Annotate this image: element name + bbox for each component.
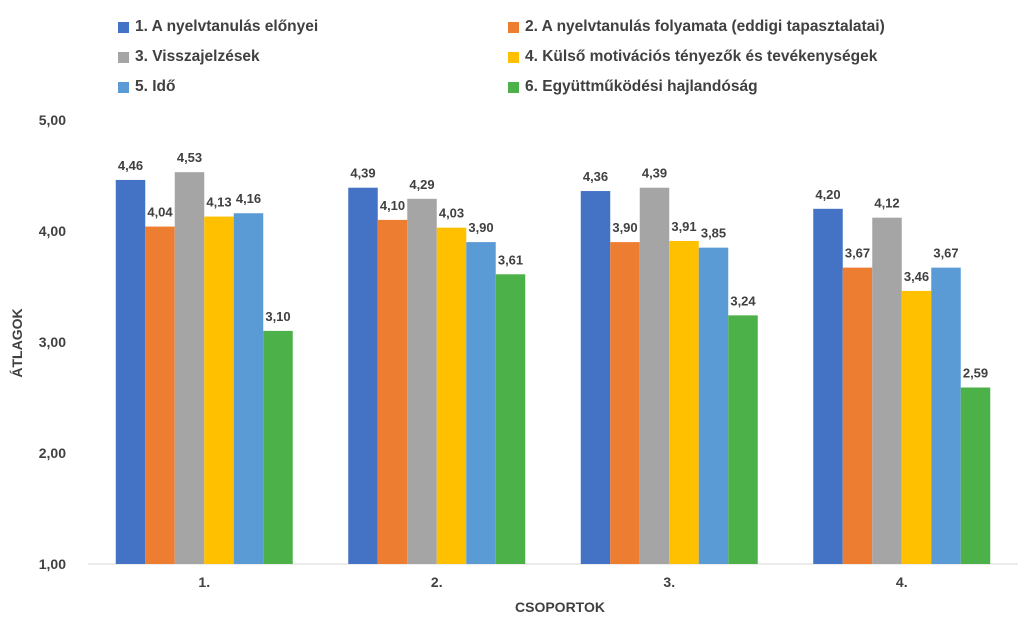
data-label: 4,20 — [815, 187, 840, 202]
bar — [233, 213, 264, 565]
data-label: 4,04 — [147, 205, 173, 220]
data-label: 3,91 — [671, 219, 696, 234]
y-axis-title: ÁTLAGOK — [9, 308, 25, 377]
data-label: 4,03 — [439, 206, 464, 221]
bar — [495, 274, 526, 564]
legend-label: 6. Együttműködési hajlandóság — [525, 78, 758, 95]
bar — [842, 267, 873, 564]
y-tick-label: 4,00 — [39, 223, 66, 239]
data-label: 4,29 — [409, 177, 434, 192]
bar — [931, 267, 961, 564]
data-label: 4,53 — [177, 150, 202, 165]
legend-swatch — [118, 51, 129, 63]
legend-label: 5. Idő — [135, 78, 176, 95]
legend-item-2: 2. A nyelvtanulás folyamata (eddigi tapa… — [508, 18, 885, 36]
legend-swatch — [508, 81, 519, 93]
bar — [204, 216, 234, 564]
data-label: 3,90 — [612, 220, 637, 235]
bar — [115, 179, 146, 564]
plot-area: 1,00 2,00 3,00 4,00 5,00 4,46 4,04 4,53 4,13 4,16… — [39, 112, 1018, 590]
x-axis-title: CSOPORTOK — [515, 599, 605, 615]
data-label: 3,24 — [730, 293, 756, 308]
data-label: 2,59 — [963, 366, 988, 381]
data-label: 4,39 — [350, 166, 375, 181]
x-tick-label: 4. — [896, 574, 908, 590]
data-label: 4,16 — [236, 191, 261, 206]
y-tick-label: 5,00 — [39, 112, 66, 128]
bar — [174, 172, 205, 565]
data-label: 3,67 — [933, 246, 958, 261]
bar — [901, 290, 932, 564]
bar — [436, 227, 467, 565]
x-tick-label: 2. — [431, 574, 443, 590]
bar — [813, 208, 843, 565]
bar — [377, 219, 408, 564]
legend-label: 2. A nyelvtanulás folyamata (eddigi tapa… — [525, 18, 885, 35]
data-label: 4,12 — [874, 196, 899, 211]
legend-item-3: 3. Visszajelzések — [118, 48, 260, 66]
legend-swatch — [118, 81, 129, 93]
data-label: 3,67 — [845, 246, 870, 261]
y-tick-label: 3,00 — [39, 334, 66, 350]
data-label: 4,46 — [118, 158, 143, 173]
bar — [872, 217, 902, 564]
bar — [610, 242, 640, 564]
bar — [263, 330, 293, 564]
x-tick-label: 3. — [663, 574, 675, 590]
data-label: 3,85 — [701, 226, 726, 241]
legend-label: 4. Külső motivációs tényezők és tevékeny… — [525, 48, 878, 65]
legend-item-6: 6. Együttműködési hajlandóság — [508, 78, 758, 96]
data-label: 3,10 — [265, 309, 290, 324]
bar — [145, 226, 175, 564]
data-label: 3,46 — [904, 269, 929, 284]
data-label: 4,13 — [206, 195, 231, 210]
data-label: 4,36 — [583, 169, 608, 184]
legend-item-5: 5. Idő — [118, 78, 175, 96]
bar — [466, 242, 496, 564]
bar — [639, 187, 670, 564]
legend-swatch — [118, 21, 129, 33]
data-label: 4,39 — [642, 166, 667, 181]
legend-item-1: 1. A nyelvtanulás előnyei — [118, 18, 318, 36]
legend-label: 3. Visszajelzések — [135, 48, 260, 65]
legend-swatch — [508, 51, 519, 63]
data-label: 3,90 — [468, 220, 493, 235]
data-label: 4,10 — [380, 198, 405, 213]
y-tick-label: 1,00 — [39, 556, 66, 572]
legend-swatch — [508, 21, 519, 33]
bar — [728, 315, 758, 564]
bar — [348, 187, 378, 564]
legend-label: 1. A nyelvtanulás előnyei — [135, 18, 319, 35]
data-label: 3,61 — [498, 252, 523, 267]
y-tick-label: 2,00 — [39, 445, 66, 461]
legend-item-4: 4. Külső motivációs tényezők és tevékeny… — [508, 48, 877, 66]
bar — [960, 387, 991, 564]
bar — [698, 247, 729, 564]
bar — [669, 240, 699, 565]
bar — [580, 191, 611, 565]
bar — [407, 198, 437, 564]
chart-legend: 1. A nyelvtanulás előnyei 2. A nyelvtanu… — [0, 0, 1026, 110]
x-tick-label: 1. — [198, 574, 210, 590]
